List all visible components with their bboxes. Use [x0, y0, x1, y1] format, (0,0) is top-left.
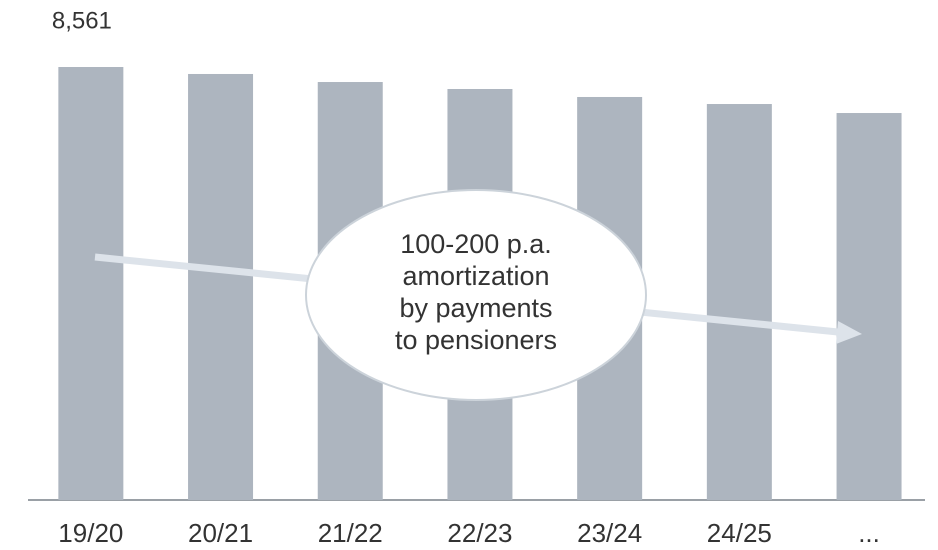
bar: [836, 113, 902, 500]
annotation-line: amortization: [402, 261, 549, 291]
annotation-bubble: [305, 189, 647, 401]
bar: [188, 73, 254, 500]
x-tick-label: 23/24: [577, 518, 642, 548]
arrow-head: [836, 321, 862, 344]
annotation-line: 100-200 p.a.: [400, 229, 552, 259]
x-tick-label: 20/21: [188, 518, 253, 548]
x-tick-label: 19/20: [58, 518, 123, 548]
value-label: 8,561: [52, 7, 112, 34]
x-tick-label: 24/25: [707, 518, 772, 548]
x-tick-label: 21/22: [318, 518, 383, 548]
x-tick-label: ...: [858, 518, 880, 548]
annotation-line: to pensioners: [395, 325, 557, 355]
bar: [58, 67, 124, 500]
x-tick-label: 22/23: [447, 518, 512, 548]
annotation-line: by payments: [399, 293, 552, 323]
bar: [706, 104, 772, 500]
